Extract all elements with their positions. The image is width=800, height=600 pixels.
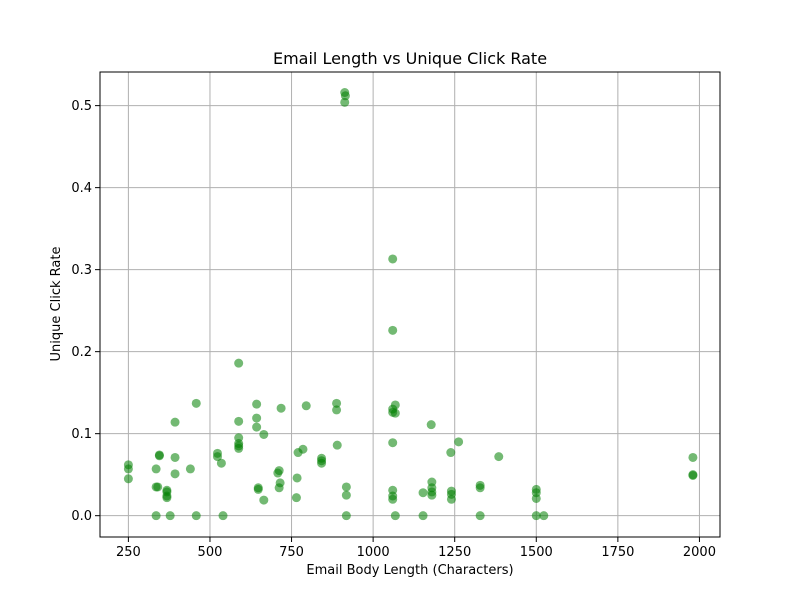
chart-title: Email Length vs Unique Click Rate: [273, 49, 547, 68]
scatter-point: [301, 401, 311, 411]
scatter-point: [332, 440, 342, 450]
scatter-point: [170, 452, 180, 462]
scatter-point: [153, 482, 163, 492]
x-axis-ticks: 250 500 750 1000 1250 1500 1750 2000: [116, 537, 716, 560]
scatter-point: [252, 399, 262, 409]
y-axis-ticks: 0.0 0.1 0.2 0.3 0.4 0.5: [71, 99, 100, 524]
scatter-point: [418, 488, 428, 498]
scatter-point: [426, 420, 436, 430]
scatter-point: [388, 254, 398, 264]
x-tick-label: 250: [116, 545, 141, 560]
scatter-point: [446, 494, 456, 504]
scatter-point: [475, 511, 485, 521]
scatter-point: [291, 493, 301, 503]
scatter-point: [234, 358, 244, 368]
scatter-point: [123, 464, 133, 474]
y-tick-label: 0.2: [71, 345, 92, 360]
scatter-point: [185, 464, 195, 474]
scatter-point: [332, 405, 342, 415]
x-tick-label: 1750: [601, 545, 634, 560]
scatter-point: [688, 470, 698, 480]
scatter-point: [274, 466, 284, 476]
y-tick-label: 0.5: [71, 99, 92, 114]
scatter-point: [123, 474, 133, 484]
scatter-point: [340, 97, 350, 107]
scatter-point: [454, 437, 464, 447]
x-tick-label: 750: [279, 545, 304, 560]
scatter-point: [341, 490, 351, 500]
scatter-point: [276, 403, 286, 413]
scatter-point: [446, 448, 456, 458]
scatter-point: [191, 398, 201, 408]
y-axis-label: Unique Click Rate: [49, 247, 64, 362]
grid-lines: [100, 72, 720, 537]
scatter-point: [332, 398, 342, 408]
scatter-point: [252, 422, 262, 432]
x-tick-label: 1500: [520, 545, 553, 560]
scatter-point: [317, 453, 327, 463]
scatter-point: [292, 473, 302, 483]
scatter-point: [688, 452, 698, 462]
y-tick-label: 0.0: [71, 509, 92, 524]
scatter-point: [234, 443, 244, 453]
plot-frame: [99, 71, 721, 538]
data-points: [123, 88, 698, 521]
scatter-point: [475, 483, 485, 493]
scatter-point: [234, 416, 244, 426]
scatter-point: [151, 464, 161, 474]
y-tick-label: 0.1: [71, 427, 92, 442]
scatter-point: [154, 451, 164, 461]
scatter-point: [275, 478, 285, 488]
x-tick-label: 1250: [438, 545, 471, 560]
scatter-point: [388, 494, 398, 504]
x-tick-label: 1000: [357, 545, 390, 560]
scatter-point: [165, 511, 175, 521]
scatter-point: [259, 429, 269, 439]
scatter-point: [216, 458, 226, 468]
scatter-point: [253, 484, 263, 494]
x-tick-label: 500: [198, 545, 223, 560]
scatter-point: [259, 495, 269, 505]
scatter-point: [388, 438, 398, 448]
scatter-point: [170, 417, 180, 427]
scatter-point: [390, 511, 400, 521]
y-tick-label: 0.3: [71, 263, 92, 278]
scatter-point: [494, 452, 504, 462]
x-tick-label: 2000: [683, 545, 716, 560]
scatter-point: [539, 511, 549, 521]
scatter-point: [388, 325, 398, 335]
scatter-point: [341, 511, 351, 521]
scatter-point: [170, 469, 180, 479]
y-tick-label: 0.4: [71, 181, 92, 196]
scatter-point: [418, 511, 428, 521]
scatter-point: [427, 490, 437, 500]
scatter-point: [341, 482, 351, 492]
scatter-point: [191, 511, 201, 521]
scatter-point: [151, 511, 161, 521]
scatter-point: [212, 452, 222, 462]
scatter-point: [531, 493, 541, 503]
scatter-point: [390, 400, 400, 410]
scatter-point: [390, 408, 400, 418]
scatter-point: [162, 491, 172, 501]
scatter-point: [218, 511, 228, 521]
scatter-point: [298, 444, 308, 454]
scatter-point: [531, 511, 541, 521]
x-axis-label: Email Body Length (Characters): [306, 563, 513, 578]
scatter-point: [340, 91, 350, 101]
scatter-point: [252, 413, 262, 423]
